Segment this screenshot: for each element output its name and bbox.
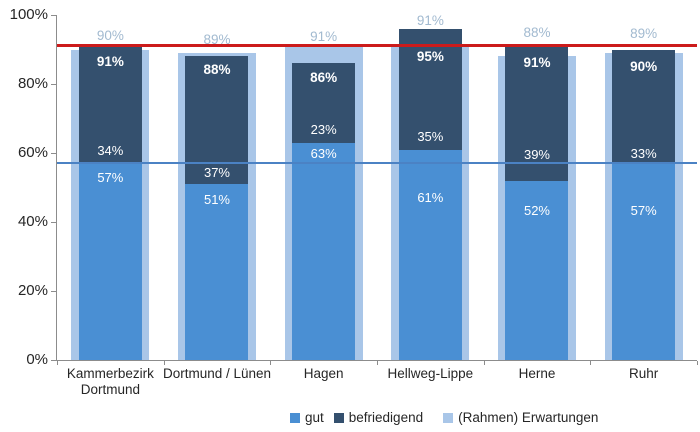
bar-gut-segment — [398, 149, 462, 360]
bar-befriedigend-segment — [78, 46, 142, 164]
y-axis-tick-label: 20% — [17, 282, 48, 299]
value-label-total: 91% — [96, 53, 124, 69]
bar-group: 51% 37% 88% 89% — [164, 15, 271, 360]
y-axis-tick — [51, 222, 57, 223]
bar-group: 61% 35% 95% 91% — [377, 12, 484, 360]
bar-befriedigend-segment — [292, 63, 356, 143]
legend-item: gut — [290, 410, 324, 425]
x-axis-tick — [270, 361, 272, 365]
value-label-befriedigend: 23% — [310, 121, 337, 137]
bar-gut-segment — [78, 163, 142, 360]
value-label-total: 95% — [416, 49, 444, 65]
legend-item: befriedigend — [333, 410, 424, 425]
x-axis-tick — [377, 361, 378, 365]
value-label-erwartungen: 89% — [203, 31, 231, 47]
value-label-erwartungen: 90% — [96, 28, 124, 44]
value-label-erwartungen: 89% — [630, 25, 658, 41]
bar-group: 63% 23% 86% 91% — [270, 15, 377, 360]
value-label-erwartungen: 91% — [416, 12, 444, 28]
value-label-gut: 57% — [97, 170, 124, 186]
legend-swatch-befriedigend — [333, 412, 344, 423]
value-label-gut: 52% — [523, 202, 550, 218]
x-axis-tick — [590, 361, 592, 365]
bar-gut-segment — [292, 142, 356, 360]
y-axis-tick-label: 40% — [17, 213, 48, 230]
value-label-total: 86% — [310, 70, 338, 86]
value-label-befriedigend: 37% — [203, 165, 230, 181]
value-label-gut: 61% — [417, 189, 444, 205]
bar-befriedigend-segment — [398, 28, 462, 150]
category-labels: Kammerbezirk Dortmund Dortmund / Lünen Hag… — [57, 366, 697, 408]
bar-befriedigend-segment — [612, 49, 676, 164]
value-label-total: 90% — [630, 59, 658, 75]
y-axis-tick-label: 0% — [26, 351, 48, 368]
y-axis-tick — [51, 15, 57, 16]
value-label-erwartungen: 88% — [523, 24, 551, 40]
category-label: Dortmund / Lünen — [162, 366, 272, 381]
bar-befriedigend-segment — [505, 46, 569, 181]
value-label-befriedigend: 34% — [97, 143, 124, 159]
value-label-total: 91% — [523, 54, 551, 70]
x-axis-tick — [483, 361, 485, 365]
value-label-erwartungen: 91% — [310, 29, 338, 45]
reference-line-red — [57, 44, 697, 48]
value-label-gut: 63% — [310, 145, 337, 161]
legend-label: befriedigend — [348, 410, 424, 425]
y-axis-line — [56, 15, 57, 361]
bar-gut-segment — [612, 163, 676, 360]
x-axis-tick — [57, 361, 58, 365]
y-axis-tick — [51, 153, 57, 154]
bar-group: 57% 33% 90% 89% — [590, 15, 697, 360]
legend-item: (Rahmen) Erwartungen — [443, 410, 598, 425]
value-label-gut: 51% — [203, 192, 230, 208]
y-axis-tick-label: 100% — [9, 6, 48, 23]
x-axis-line — [57, 360, 697, 361]
category-label: Kammerbezirk Dortmund — [66, 366, 154, 397]
legend-label: (Rahmen) Erwartungen — [458, 410, 599, 425]
y-axis-tick-label: 80% — [17, 75, 48, 92]
y-axis-tick-label: 60% — [17, 144, 48, 161]
x-axis-tick — [697, 361, 698, 365]
bar-group: 57% 34% 91% 90% — [57, 15, 164, 360]
x-axis-tick — [163, 361, 165, 365]
value-label-total: 88% — [203, 61, 231, 77]
reference-line-blue — [57, 162, 697, 165]
legend-label: gut — [305, 410, 324, 425]
legend: gut befriedigend (Rahmen) Erwartungen — [290, 410, 608, 425]
legend-swatch-gut — [290, 412, 300, 423]
y-axis-tick — [51, 360, 57, 361]
legend-swatch--rahmen--erwartungen — [443, 412, 454, 423]
category-label: Hagen — [303, 366, 344, 381]
value-label-befriedigend: 33% — [630, 146, 657, 162]
bar-group: 52% 39% 91% 88% — [484, 15, 591, 360]
value-label-befriedigend: 35% — [417, 129, 444, 145]
plot-area: 57% 34% 91% 90% 51% 37% 88% 89% 63% 23% 86% 91% 61% 3… — [57, 12, 697, 360]
y-axis-tick — [51, 291, 57, 292]
category-label: Hellweg-Lippe — [387, 366, 474, 381]
value-label-gut: 57% — [630, 202, 657, 218]
bar-gut-segment — [505, 180, 569, 360]
y-axis-tick — [51, 84, 57, 85]
category-label: Herne — [518, 366, 556, 381]
category-label: Ruhr — [629, 366, 659, 381]
value-label-befriedigend: 39% — [523, 147, 550, 163]
bar-gut-segment — [185, 184, 249, 360]
